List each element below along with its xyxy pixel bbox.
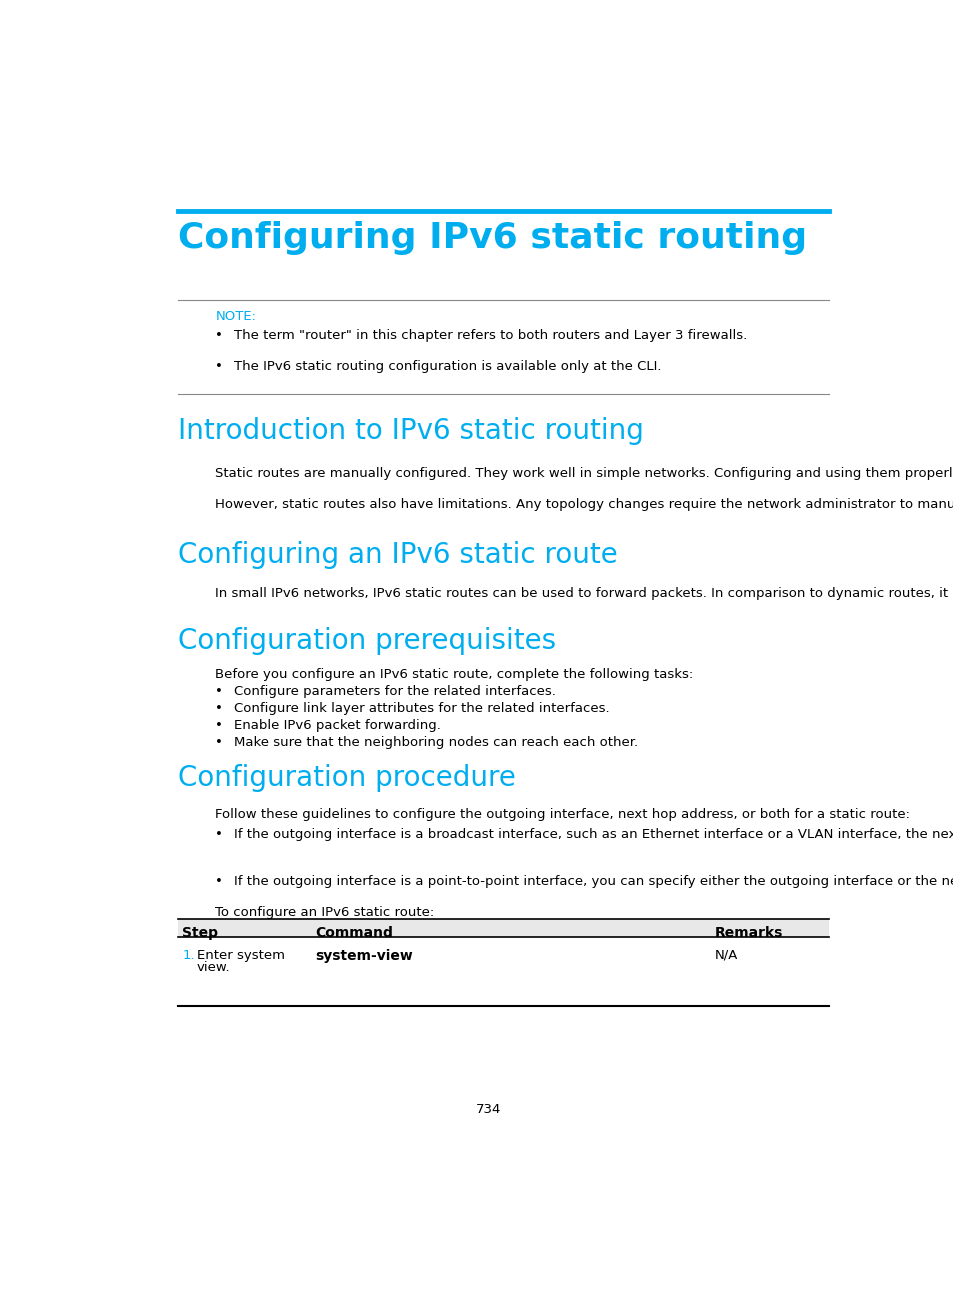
- Text: •: •: [215, 329, 223, 342]
- Text: •: •: [215, 719, 223, 732]
- Text: Enable IPv6 packet forwarding.: Enable IPv6 packet forwarding.: [233, 719, 440, 732]
- Text: Static routes are manually configured. They work well in simple networks. Config: Static routes are manually configured. T…: [215, 468, 953, 481]
- Text: Configuration procedure: Configuration procedure: [178, 763, 516, 792]
- Text: 734: 734: [476, 1103, 501, 1116]
- Text: Follow these guidelines to configure the outgoing interface, next hop address, o: Follow these guidelines to configure the…: [215, 809, 909, 822]
- Bar: [178, 919, 828, 937]
- Text: To configure an IPv6 static route:: To configure an IPv6 static route:: [215, 906, 435, 919]
- Text: However, static routes also have limitations. Any topology changes require the n: However, static routes also have limitat…: [215, 498, 953, 511]
- Text: •: •: [215, 686, 223, 699]
- Text: Before you configure an IPv6 static route, complete the following tasks:: Before you configure an IPv6 static rout…: [215, 667, 693, 680]
- Text: NOTE:: NOTE:: [215, 310, 256, 323]
- Text: Command: Command: [314, 925, 393, 940]
- Text: Make sure that the neighboring nodes can reach each other.: Make sure that the neighboring nodes can…: [233, 736, 638, 749]
- Text: In small IPv6 networks, IPv6 static routes can be used to forward packets. In co: In small IPv6 networks, IPv6 static rout…: [215, 587, 953, 600]
- Text: Enter system: Enter system: [196, 949, 285, 962]
- Text: view.: view.: [196, 960, 231, 973]
- Text: Configuring IPv6 static routing: Configuring IPv6 static routing: [178, 222, 806, 255]
- Text: •: •: [215, 736, 223, 749]
- Text: The IPv6 static routing configuration is available only at the CLI.: The IPv6 static routing configuration is…: [233, 359, 660, 372]
- Text: system-view: system-view: [314, 949, 413, 963]
- Text: N/A: N/A: [714, 949, 737, 962]
- Text: •: •: [215, 359, 223, 372]
- Text: Configuring an IPv6 static route: Configuring an IPv6 static route: [178, 540, 618, 569]
- Text: •: •: [215, 828, 223, 841]
- Text: Configure parameters for the related interfaces.: Configure parameters for the related int…: [233, 686, 556, 699]
- Text: Configure link layer attributes for the related interfaces.: Configure link layer attributes for the …: [233, 702, 609, 715]
- Text: 1.: 1.: [182, 949, 194, 962]
- Text: If the outgoing interface is a broadcast interface, such as an Ethernet interfac: If the outgoing interface is a broadcast…: [233, 828, 953, 841]
- Text: Remarks: Remarks: [714, 925, 782, 940]
- Text: Introduction to IPv6 static routing: Introduction to IPv6 static routing: [178, 417, 643, 446]
- Text: The term "router" in this chapter refers to both routers and Layer 3 firewalls.: The term "router" in this chapter refers…: [233, 329, 746, 342]
- Text: Step: Step: [182, 925, 218, 940]
- Text: Configuration prerequisites: Configuration prerequisites: [178, 627, 556, 654]
- Text: •: •: [215, 702, 223, 715]
- Text: If the outgoing interface is a point-to-point interface, you can specify either : If the outgoing interface is a point-to-…: [233, 876, 953, 889]
- Text: •: •: [215, 876, 223, 889]
